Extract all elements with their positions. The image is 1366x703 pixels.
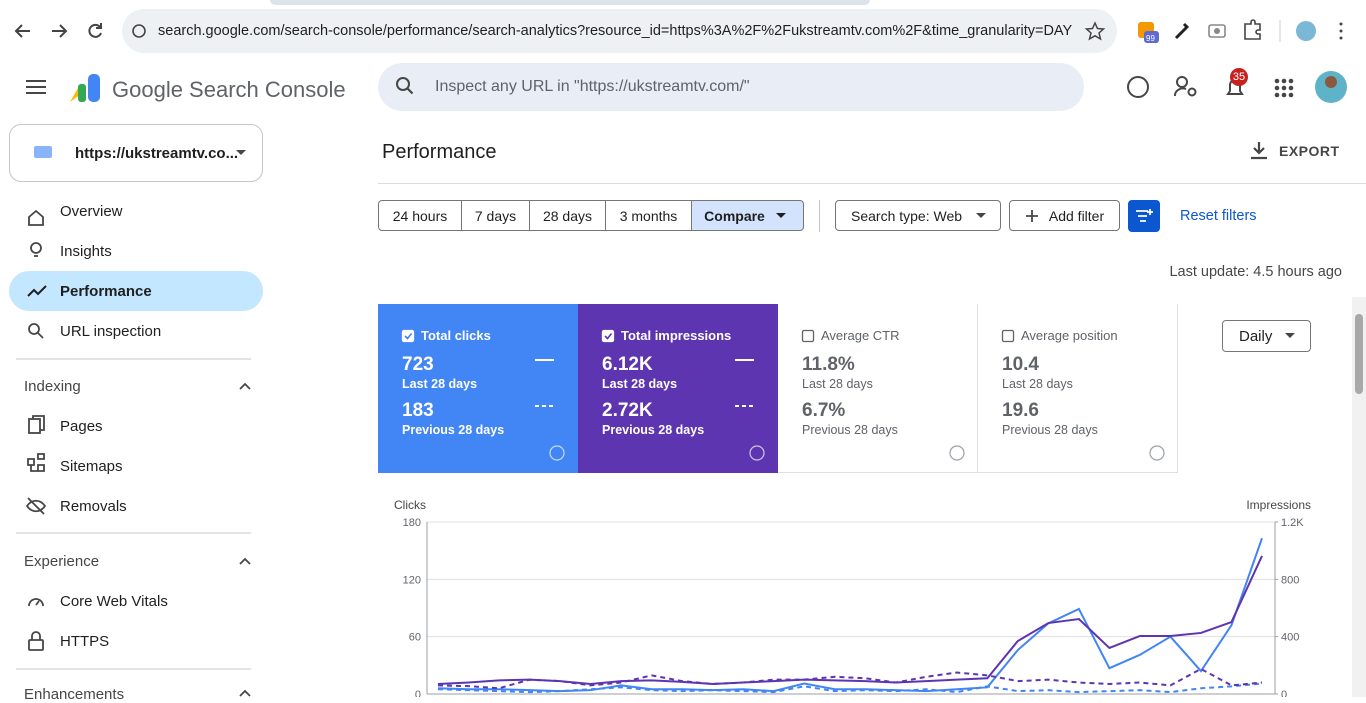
metric-card[interactable]: Total clicks 723 Last 28 days 183 Previous 2…: [378, 304, 578, 473]
metric-current-period: Last 28 days: [1002, 377, 1073, 391]
range-button[interactable]: Compare: [691, 200, 804, 231]
y-tick-label: 180: [403, 517, 421, 529]
property-selector[interactable]: [9, 124, 263, 182]
last-update: Last update: 4.5 hours ago: [1169, 264, 1342, 280]
metric-current-period: Last 28 days: [402, 377, 478, 391]
y2-axis-label: Impressions: [1246, 498, 1311, 512]
y2-tick-label: 0: [1281, 689, 1287, 697]
metric-previous: 19.6: [1002, 400, 1039, 421]
page-title: Performance: [382, 141, 497, 163]
browser-icons: [14, 9, 1343, 53]
property-icons: [34, 146, 246, 158]
nav-item[interactable]: HTTPS: [60, 633, 110, 650]
export-button[interactable]: EXPORT: [1279, 143, 1340, 159]
metric-current-period: Last 28 days: [602, 377, 678, 391]
metric-label: Total clicks: [421, 328, 491, 343]
add-filter-text: Add filter: [1048, 207, 1105, 224]
search-box[interactable]: Inspect any URL in "https://ukstreamtv.c…: [435, 78, 750, 95]
nav-item[interactable]: Pages: [60, 418, 103, 435]
separator: [819, 200, 820, 232]
export-icon: [1251, 142, 1267, 160]
filter-toggle[interactable]: [1128, 200, 1160, 232]
card-icons: [401, 329, 565, 461]
search-type-filter[interactable]: Search type: Web: [835, 200, 1001, 231]
product-name[interactable]: Google Search Console: [112, 77, 346, 102]
series-line: [437, 555, 1263, 685]
performance-chart: Clicks Impressions 0 60 120 180 0 400 800 1.2K: [394, 498, 1311, 697]
dropdown-arrow: [976, 212, 987, 218]
metric-current: 723: [402, 354, 434, 375]
reset-filters[interactable]: Reset filters: [1180, 208, 1257, 224]
card-icons: [801, 329, 965, 461]
metric-current: 6.12K: [602, 354, 653, 375]
y2-tick-label: 400: [1281, 632, 1299, 644]
nav-icons: [16, 209, 251, 697]
series-line: [437, 682, 1263, 694]
nav-item[interactable]: URL inspection: [60, 323, 162, 340]
nav-item[interactable]: Insights: [60, 243, 112, 260]
y2-tick-label: 1.2K: [1281, 517, 1304, 529]
range-text: 28 days: [542, 207, 593, 224]
tab-strip: [270, 0, 870, 5]
nav-item[interactable]: Overview: [60, 203, 123, 220]
nav-section[interactable]: Enhancements: [24, 686, 125, 703]
series-line: [437, 667, 1263, 690]
y-tick-label: 60: [409, 632, 421, 644]
scrollbar-thumb: [1355, 314, 1363, 394]
metric-label: Total impressions: [621, 328, 732, 343]
metric-card[interactable]: Total impressions 6.12K Last 28 days 2.72K P…: [578, 304, 778, 473]
range-button[interactable]: 28 days: [529, 200, 606, 231]
nav-active-bg: [9, 271, 263, 311]
dropdown-arrow: [1285, 333, 1295, 338]
add-filter[interactable]: Add filter: [1009, 200, 1120, 231]
card-icons: [1001, 329, 1165, 461]
y2-tick-label: 800: [1281, 574, 1299, 586]
granularity-text: Daily: [1239, 328, 1273, 345]
nav-item[interactable]: Removals: [60, 498, 127, 515]
metric-current-period: Last 28 days: [802, 377, 873, 391]
metric-previous-period: Previous 28 days: [602, 423, 705, 437]
nav-item[interactable]: Sitemaps: [60, 458, 123, 475]
metric-previous: 6.7%: [802, 400, 846, 421]
dropdown-arrow: [775, 212, 786, 218]
metric-previous-period: Previous 28 days: [1002, 423, 1098, 437]
property-name[interactable]: https://ukstreamtv.co...: [75, 145, 239, 162]
notification-count: 35: [1232, 71, 1246, 83]
series-line: [437, 537, 1263, 693]
divider: [378, 183, 1366, 184]
nav-item[interactable]: Performance: [60, 283, 152, 300]
url[interactable]: search.google.com/search-console/perform…: [158, 23, 1072, 39]
y-tick-label: 120: [403, 574, 421, 586]
range-text: Compare: [704, 207, 765, 224]
app-header-icons: [26, 63, 1347, 111]
search-type-text: Search type: Web: [851, 207, 963, 224]
metric-card[interactable]: Average position 10.4 Last 28 days 19.6 Prev…: [978, 304, 1178, 473]
metric-current: 11.8%: [802, 354, 855, 375]
range-button[interactable]: 24 hours: [378, 200, 462, 231]
metric-previous: 2.72K: [602, 400, 653, 421]
nav-item[interactable]: Core Web Vitals: [60, 593, 168, 610]
range-text: 3 months: [619, 207, 678, 224]
metric-label: Average CTR: [821, 328, 900, 343]
y-tick-label: 0: [415, 689, 421, 697]
metric-card[interactable]: Average CTR 11.8% Last 28 days 6.7% Previous…: [778, 304, 978, 473]
plus-icon: [1025, 209, 1038, 222]
y-axis-label: Clicks: [394, 498, 426, 512]
granularity-select[interactable]: [1222, 320, 1311, 352]
metric-previous: 183: [402, 400, 434, 421]
nav-section[interactable]: Experience: [24, 553, 100, 570]
metric-current: 10.4: [1002, 354, 1039, 375]
range-text: 7 days: [474, 207, 517, 224]
extension-badge: 99: [1146, 34, 1155, 43]
range-button[interactable]: 7 days: [461, 200, 530, 231]
metric-previous-period: Previous 28 days: [802, 423, 898, 437]
nav-section[interactable]: Indexing: [24, 378, 81, 395]
range-text: 24 hours: [392, 207, 448, 224]
metric-label: Average position: [1021, 328, 1118, 343]
metric-previous-period: Previous 28 days: [402, 423, 505, 437]
scrollbar: [1352, 297, 1366, 697]
card-icons: [601, 329, 765, 461]
range-button[interactable]: 3 months: [605, 200, 692, 231]
